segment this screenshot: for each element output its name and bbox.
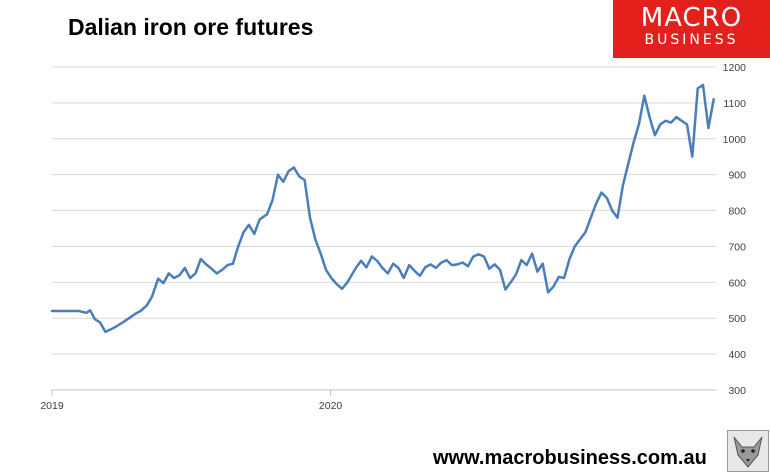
y-tick-label: 1000 [723, 134, 747, 146]
x-tick-label: 2020 [319, 400, 343, 412]
y-tick-label: 500 [728, 313, 746, 325]
y-tick-label: 1200 [723, 62, 747, 74]
y-tick-label: 800 [728, 206, 746, 218]
x-tick-marks [51, 390, 332, 396]
x-tick-label: 2019 [40, 400, 64, 412]
chart-title: Dalian iron ore futures [68, 14, 314, 40]
y-tick-label: 900 [728, 170, 746, 182]
footer-url[interactable]: www.macrobusiness.com.au [433, 447, 707, 469]
y-tick-label: 700 [728, 241, 746, 253]
y-tick-labels: 300 400 500 600 700 800 900 1000 1100 1200 [723, 62, 747, 397]
y-tick-label: 400 [728, 349, 746, 361]
logo-text-macro: MACRO [640, 3, 743, 33]
gridlines [52, 66, 716, 355]
series-group [50, 83, 715, 334]
series-line-iron-ore [50, 83, 715, 334]
logo-text-business: BUSINESS [644, 32, 739, 48]
y-tick-label: 300 [728, 385, 746, 397]
fox-mascot-icon [727, 430, 769, 472]
y-tick-label: 1100 [723, 98, 746, 110]
x-tick-labels: 2019 2020 [40, 400, 342, 412]
macrobusiness-logo: MACRO BUSINESS [613, 0, 770, 58]
y-tick-label: 600 [728, 277, 746, 289]
